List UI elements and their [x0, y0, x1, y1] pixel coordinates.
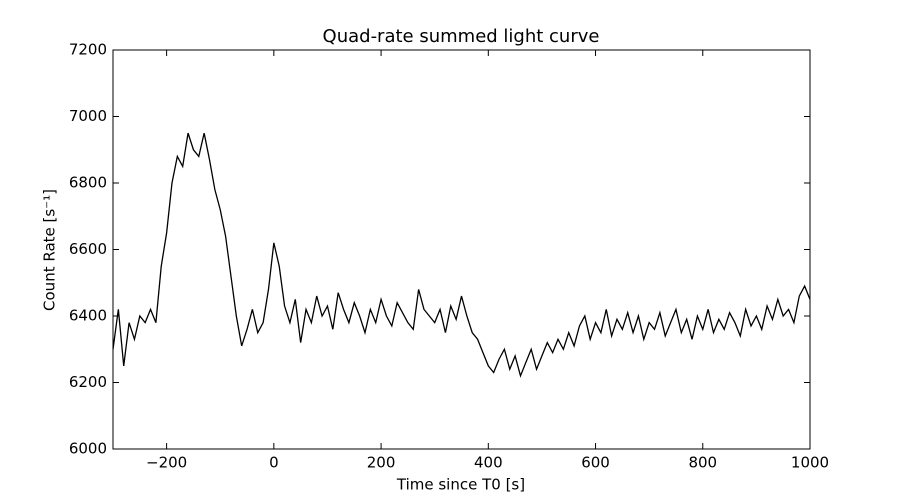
x-tick-label: 0 — [269, 454, 279, 472]
y-tick-label: 6000 — [69, 440, 107, 458]
x-tick-label: 1000 — [791, 454, 829, 472]
y-tick-label: 6400 — [69, 307, 107, 325]
data-line — [112, 132, 811, 378]
x-tick-label: 800 — [688, 454, 717, 472]
x-tick-label: 600 — [581, 454, 610, 472]
y-tick-label: 6600 — [69, 240, 107, 258]
y-tick-label: 6200 — [69, 373, 107, 391]
chart-title: Quad-rate summed light curve — [323, 26, 600, 47]
y-tick-label: 7000 — [69, 107, 107, 125]
y-tick-label: 7200 — [69, 41, 107, 59]
y-tick-label: 6800 — [69, 174, 107, 192]
x-axis-label: Time since T0 [s] — [396, 476, 525, 494]
x-tick-label: 200 — [367, 454, 396, 472]
y-axis-label: Count Rate [s⁻¹] — [41, 189, 59, 311]
x-tick-label: 400 — [474, 454, 503, 472]
x-tick-label: −200 — [146, 454, 187, 472]
plot-frame — [112, 49, 811, 450]
